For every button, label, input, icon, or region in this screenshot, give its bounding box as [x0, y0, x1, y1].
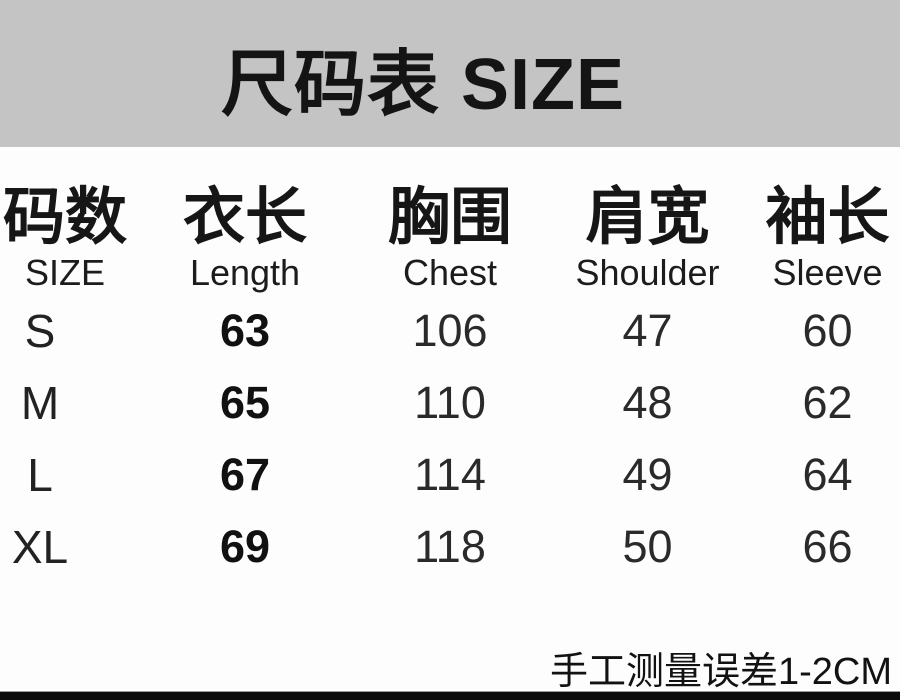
- column-header-length-en: Length: [189, 252, 301, 293]
- column-header-sleeve: 袖长 Sleeve: [755, 185, 900, 295]
- column-header-shoulder-zh: 肩宽: [585, 183, 710, 252]
- size-cell: M: [20, 377, 60, 429]
- column-header-sleeve-en: Sleeve: [772, 252, 883, 293]
- column-header-shoulder-en: Shoulder: [575, 252, 720, 293]
- sleeve-cell: 64: [802, 449, 853, 500]
- bottom-divider-bar: [0, 691, 900, 700]
- size-cell: S: [24, 305, 56, 357]
- sleeve-cell: 60: [802, 305, 853, 356]
- page-title: 尺码表 SIZE: [220, 45, 626, 125]
- title-banner: 尺码表 SIZE: [0, 0, 900, 147]
- size-table: 码数 SIZE 衣长 Length 胸围 Chest 肩宽 Shoulder 袖…: [0, 185, 900, 583]
- shoulder-cell: 49: [622, 449, 673, 500]
- column-header-size-zh: 码数: [2, 183, 127, 252]
- column-header-length: 衣长 Length: [130, 185, 360, 295]
- sleeve-cell: 66: [802, 521, 853, 572]
- shoulder-cell: 48: [622, 377, 673, 428]
- size-cell: XL: [11, 521, 69, 573]
- column-header-chest-en: Chest: [402, 252, 498, 293]
- chest-cell: 114: [414, 449, 486, 500]
- length-cell: 63: [219, 305, 271, 356]
- column-header-size-en: SIZE: [24, 252, 105, 293]
- column-header-size: 码数 SIZE: [0, 185, 130, 295]
- chest-cell: 118: [414, 521, 486, 572]
- sleeve-cell: 62: [802, 377, 853, 428]
- measurement-tolerance-note: 手工测量误差1-2CM: [549, 651, 892, 694]
- size-cell: L: [27, 449, 53, 501]
- length-cell: 65: [219, 377, 271, 428]
- shoulder-cell: 47: [622, 305, 673, 356]
- column-header-length-zh: 衣长: [182, 183, 307, 252]
- column-header-chest: 胸围 Chest: [360, 185, 540, 295]
- column-header-sleeve-zh: 袖长: [765, 183, 890, 252]
- shoulder-cell: 50: [622, 521, 673, 572]
- length-cell: 67: [219, 449, 271, 500]
- column-header-shoulder: 肩宽 Shoulder: [540, 185, 755, 295]
- chest-cell: 110: [414, 377, 486, 428]
- length-cell: 69: [219, 521, 271, 572]
- column-header-chest-zh: 胸围: [387, 183, 512, 252]
- chest-cell: 106: [412, 305, 488, 356]
